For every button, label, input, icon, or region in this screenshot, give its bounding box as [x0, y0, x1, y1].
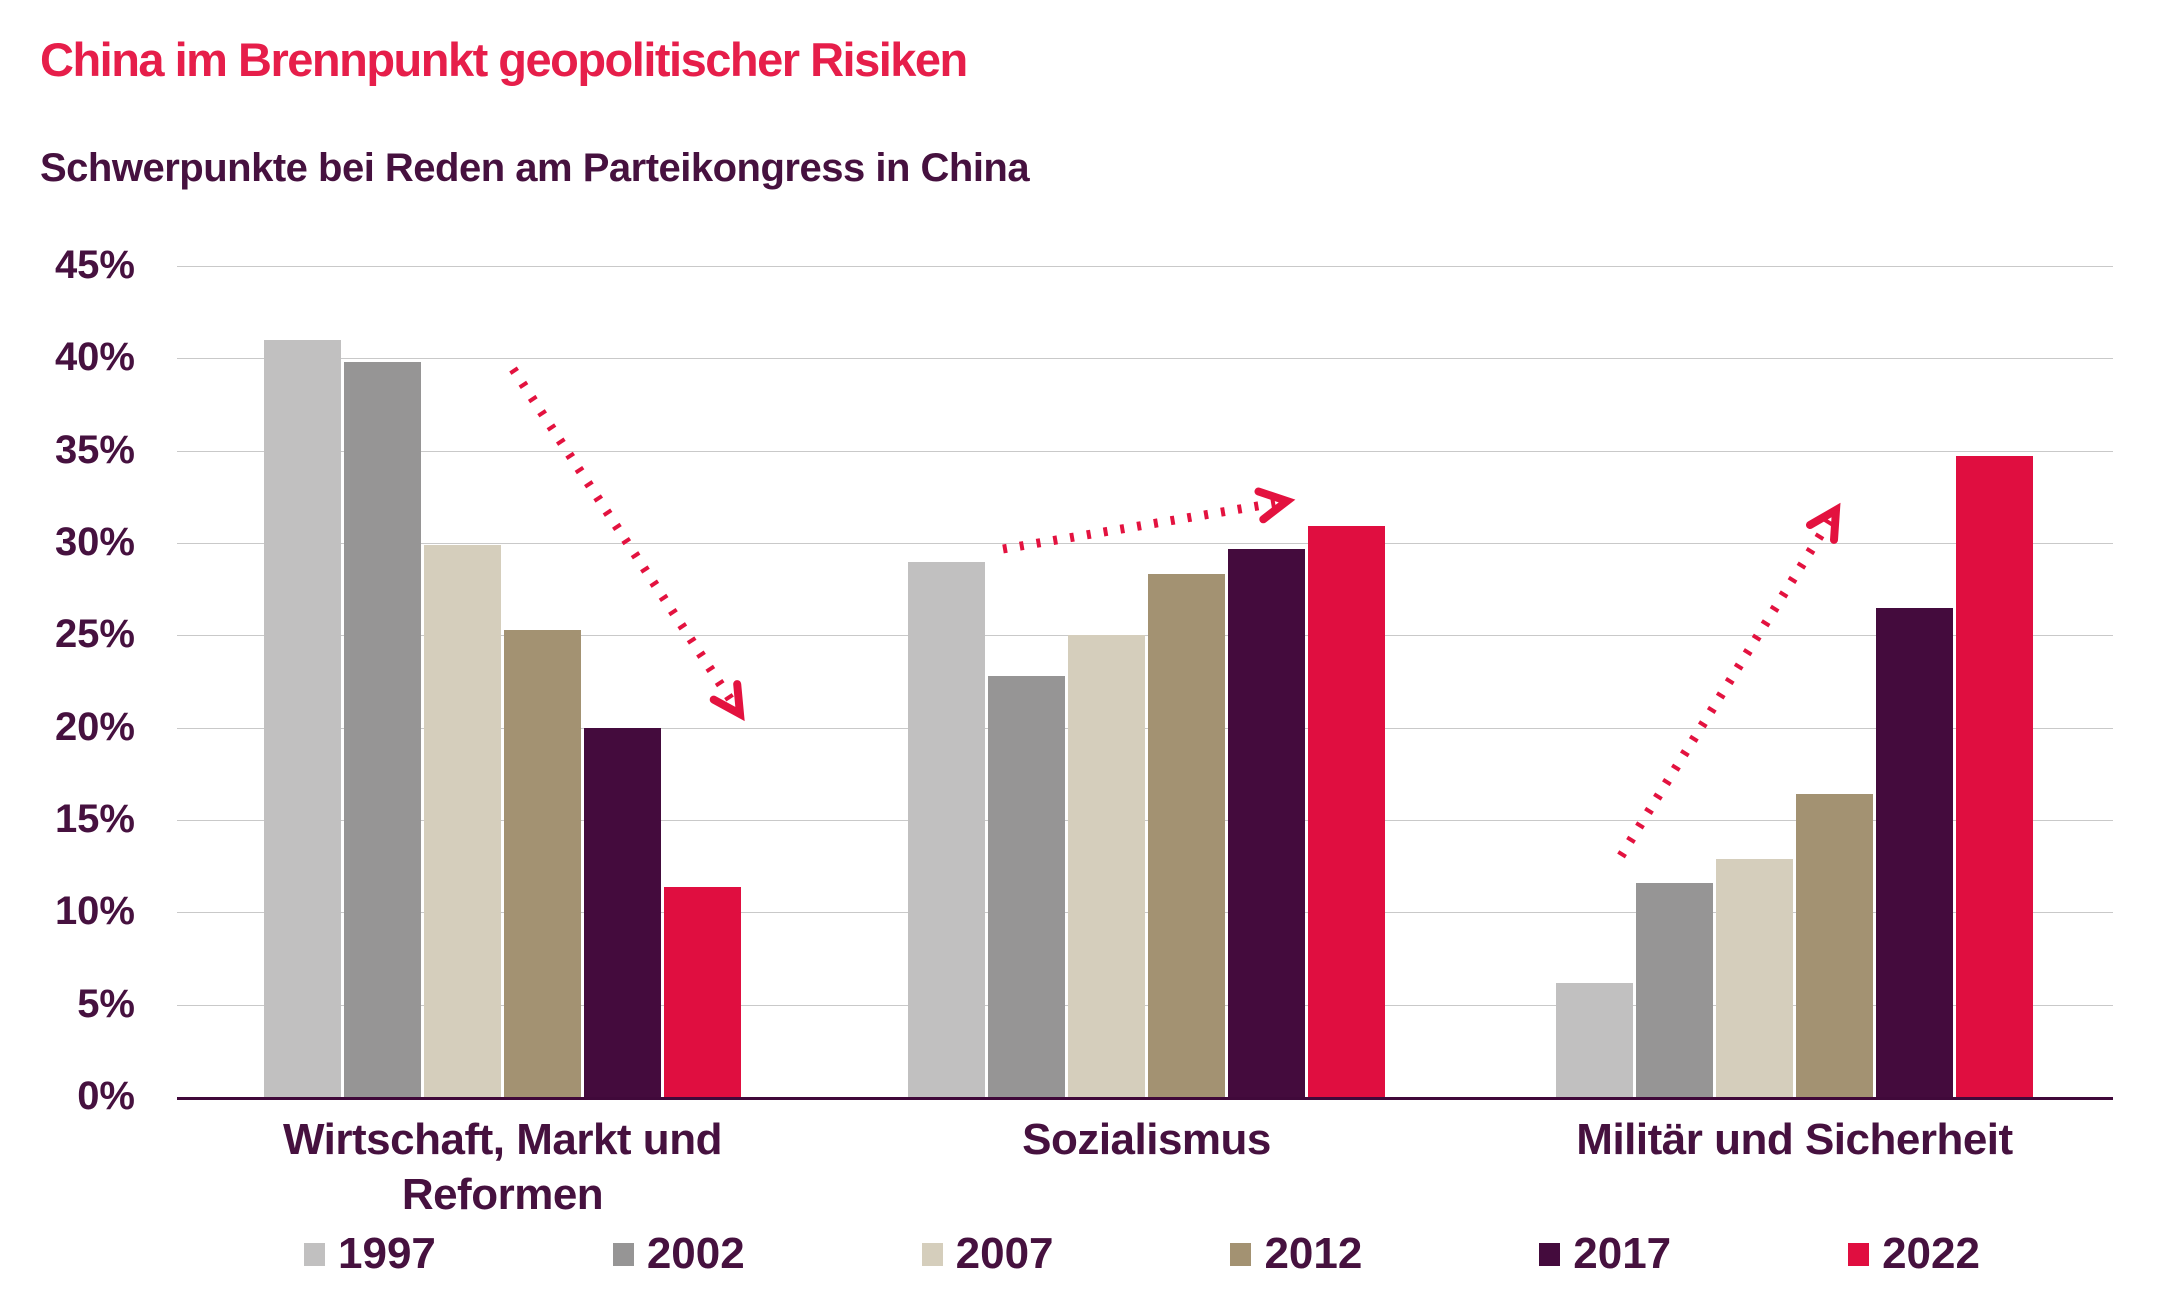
bar-group-2: [908, 526, 1385, 1097]
bar-2017-group2: [1228, 548, 1305, 1097]
bar-2012-group3: [1796, 794, 1873, 1097]
y-tick-label-0: 0%: [77, 1074, 135, 1119]
bar-1997-group3: [1556, 982, 1633, 1097]
legend-swatch-1997: [304, 1242, 325, 1266]
legend-label-2002: 2002: [646, 1229, 745, 1278]
legend-item-2007: 2007: [921, 1229, 1054, 1278]
legend-label-2017: 2017: [1573, 1229, 1672, 1278]
chart-title: China im Brennpunkt geopolitischer Risik…: [40, 33, 968, 86]
y-tick-label-5: 5%: [77, 981, 135, 1026]
legend-swatch-2007: [921, 1242, 943, 1266]
plot-area: [177, 266, 2113, 1100]
legend-swatch-2002: [612, 1242, 634, 1266]
legend: 1997 2002 2007 2012 2017 2022: [304, 1232, 1980, 1276]
legend-label-2012: 2012: [1264, 1229, 1363, 1278]
bar-2017-group3: [1876, 607, 1953, 1097]
bar-group-1: [264, 339, 741, 1097]
legend-item-2002: 2002: [612, 1229, 745, 1278]
legend-swatch-2012: [1230, 1242, 1252, 1266]
y-tick-label-45: 45%: [54, 243, 135, 288]
y-tick-label-40: 40%: [54, 335, 135, 380]
bar-2002-group1: [344, 362, 421, 1097]
gridline-5: [177, 1004, 2113, 1006]
category-label-3: Militär und Sicherheit: [1576, 1115, 2013, 1164]
bar-2007-group2: [1068, 635, 1145, 1097]
bar-2007-group1: [424, 544, 501, 1097]
legend-label-2007: 2007: [955, 1229, 1054, 1278]
bar-2012-group1: [504, 629, 581, 1097]
y-tick-label-25: 25%: [54, 612, 135, 657]
category-label-1: Wirtschaft, Markt und Reformen: [283, 1115, 722, 1219]
legend-swatch-2022: [1848, 1242, 1870, 1266]
y-tick-label-15: 15%: [54, 797, 135, 842]
legend-item-2017: 2017: [1539, 1232, 1671, 1276]
legend-item-1997: 1997: [304, 1232, 436, 1276]
bar-2007-group3: [1716, 858, 1793, 1097]
bar-2022-group1: [664, 886, 741, 1097]
chart-subtitle: Schwerpunkte bei Reden am Parteikongress…: [40, 146, 1030, 190]
gridline-10: [177, 912, 2113, 914]
y-tick-label-30: 30%: [54, 520, 135, 565]
gridline-20: [177, 727, 2113, 729]
bar-1997-group2: [908, 561, 985, 1097]
bar-2002-group2: [988, 676, 1065, 1097]
bar-2017-group1: [584, 727, 661, 1097]
gridline-40: [177, 358, 2113, 360]
legend-label-2022: 2022: [1882, 1229, 1980, 1278]
gridline-25: [177, 635, 2113, 637]
bar-2002-group3: [1636, 882, 1713, 1097]
bar-2022-group2: [1308, 526, 1385, 1097]
legend-item-2022: 2022: [1848, 1232, 1980, 1276]
legend-swatch-2017: [1539, 1242, 1561, 1266]
category-label-2: Sozialismus: [1022, 1115, 1271, 1164]
bar-2022-group3: [1956, 456, 2033, 1097]
legend-label-1997: 1997: [338, 1229, 436, 1278]
y-tick-label-35: 35%: [54, 427, 135, 472]
gridline-35: [177, 450, 2113, 452]
legend-item-2012: 2012: [1230, 1232, 1362, 1276]
bar-1997-group1: [264, 339, 341, 1097]
y-tick-label-20: 20%: [54, 704, 135, 749]
bar-group-3: [1556, 456, 2033, 1097]
gridline-45: [177, 266, 2113, 267]
bar-2012-group2: [1148, 574, 1225, 1097]
gridline-15: [177, 820, 2113, 821]
y-tick-label-10: 10%: [54, 889, 135, 934]
